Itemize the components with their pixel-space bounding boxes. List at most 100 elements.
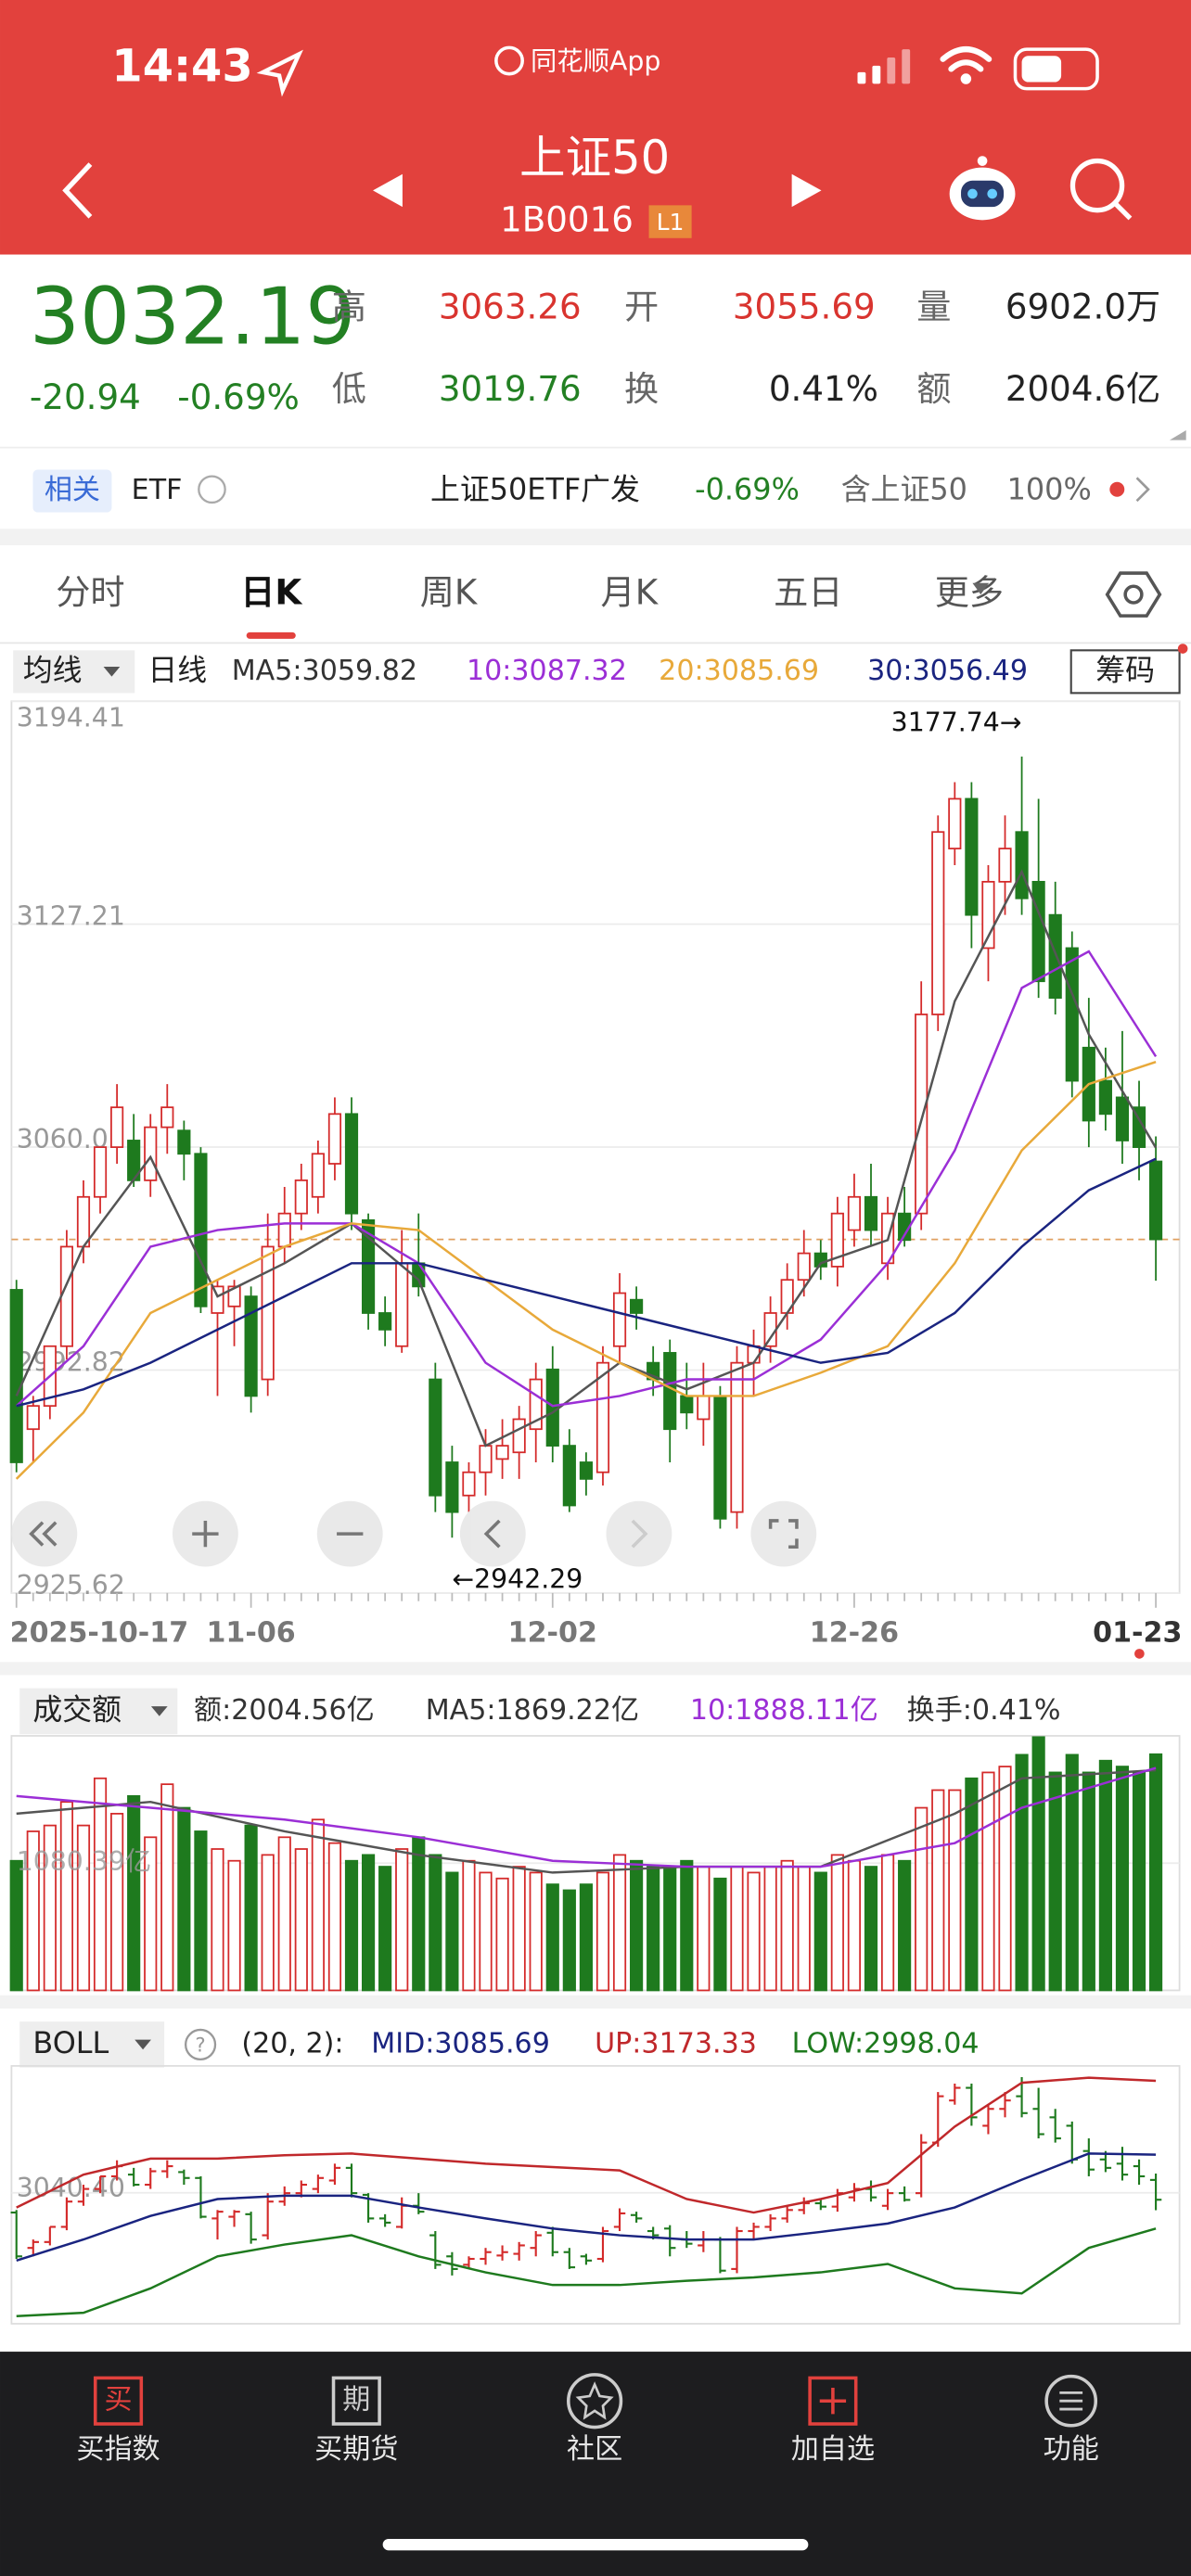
candle-body: [412, 1262, 426, 1288]
volume-bar: [612, 1854, 627, 1992]
line: [16, 2227, 1157, 2318]
volume-chart: 1080.39亿: [9, 1736, 1180, 1992]
home-indicator: [382, 2538, 809, 2551]
volume-bar: [915, 1806, 928, 1992]
tab[interactable]: 分时: [56, 572, 124, 613]
volume-bar: [512, 1866, 526, 1992]
candle-body: [663, 1352, 677, 1431]
volume-bar: [780, 1859, 794, 1992]
wifi-icon: [940, 46, 992, 84]
nav-label[interactable]: 社区: [567, 2433, 622, 2466]
volume-bar: [998, 1766, 1012, 1992]
price: 3032.19: [30, 272, 356, 363]
candle-body: [1098, 1079, 1112, 1116]
nav-label[interactable]: 功能: [1044, 2433, 1099, 2466]
step-forward[interactable]: [606, 1500, 672, 1567]
nav-icon: [93, 2376, 144, 2426]
volume-bar: [596, 1871, 610, 1992]
y-tick-label: 2925.62: [17, 1570, 125, 1600]
period: 日线: [147, 652, 207, 687]
settings-button[interactable]: [1105, 571, 1162, 618]
volume-bar: [227, 1859, 241, 1992]
volume-selector[interactable]: 成交额: [32, 1691, 122, 1727]
status-app: 同花顺App: [531, 45, 660, 76]
nav-label[interactable]: 买指数: [76, 2433, 160, 2466]
nav-icon-text: 期: [342, 2384, 370, 2417]
stat-label: 换: [624, 368, 659, 409]
chart-controls: [11, 1500, 817, 1567]
selector-bg[interactable]: [19, 1688, 178, 1735]
nav-label[interactable]: 加自选: [791, 2433, 875, 2466]
volume-bar: [1031, 1736, 1045, 1992]
y-tick-label: 2992.82: [17, 1346, 125, 1377]
candle-body: [429, 1378, 442, 1497]
candle-body: [797, 1252, 811, 1282]
candle-body: [1048, 913, 1062, 999]
volume-bar: [830, 1854, 844, 1992]
step-back[interactable]: [459, 1500, 526, 1567]
next-button[interactable]: [791, 173, 822, 208]
volume-bar: [194, 1830, 208, 1992]
status-time: 14:43: [111, 41, 252, 92]
volume-legend: 换手:0.41%: [907, 1694, 1061, 1727]
volume-bar: [545, 1883, 559, 1992]
nav-icon: [567, 2373, 623, 2429]
candle-body: [227, 1285, 241, 1307]
boll-selector[interactable]: BOLL: [32, 2025, 109, 2060]
candle-body: [763, 1312, 777, 1347]
prev-button[interactable]: [373, 173, 403, 208]
candle-body: [1015, 831, 1029, 899]
candle-body: [747, 1345, 761, 1364]
info-icon[interactable]: [198, 475, 226, 504]
line: [16, 2076, 1157, 2214]
robot-button[interactable]: [949, 156, 1016, 221]
volume-bar: [26, 1830, 40, 1992]
candle-body: [479, 1445, 493, 1473]
tab[interactable]: 五日: [774, 572, 842, 613]
etf-more[interactable]: [1135, 477, 1150, 503]
candle-body: [915, 1014, 928, 1215]
boll-chart: 3040.40: [10, 2076, 1180, 2318]
chips-button[interactable]: [1069, 649, 1181, 695]
candle-body: [1149, 1160, 1163, 1241]
tabs: 分时 日K 周K 月K 五日 更多: [56, 572, 1004, 639]
ma-legend: 10:3087.32: [467, 655, 627, 687]
volume-bar: [663, 1866, 677, 1992]
candle-body: [545, 1368, 559, 1447]
tab[interactable]: 月K: [601, 572, 660, 613]
caret: [134, 2039, 151, 2050]
volume-bar: [529, 1871, 543, 1992]
volume-bar: [344, 1859, 359, 1992]
volume-bar: [948, 1789, 962, 1992]
back-button[interactable]: [62, 162, 93, 219]
line: [15, 869, 1158, 1447]
y-tick-label: 3194.41: [17, 703, 125, 733]
candle-body: [680, 1395, 694, 1414]
help-icon[interactable]: [184, 2028, 217, 2060]
x-tick-label: 11-06: [206, 1617, 295, 1650]
header-badge: L1: [657, 209, 685, 236]
y-tick-label: 3127.21: [17, 901, 125, 932]
high-label: 3177.74→: [891, 707, 1022, 737]
tab[interactable]: 周K: [420, 572, 479, 613]
last-dot: [1134, 1649, 1145, 1659]
change-pct: -0.69%: [177, 376, 300, 417]
stat-value: 3019.76: [439, 368, 582, 409]
change: -20.94: [30, 376, 141, 417]
volume-bar: [244, 1824, 258, 1992]
nav-label[interactable]: 买期货: [314, 2433, 398, 2466]
nav-lines: [1059, 2391, 1083, 2411]
search-button[interactable]: [1069, 158, 1133, 221]
tab[interactable]: 更多: [935, 572, 1004, 613]
x-tick-label: 01-23: [1093, 1617, 1182, 1650]
volume-bar: [880, 1854, 895, 1992]
chips-label[interactable]: 筹码: [1095, 652, 1155, 687]
fullscreen[interactable]: [750, 1500, 817, 1567]
etf-name[interactable]: 上证50ETF广发: [430, 472, 640, 507]
tab[interactable]: 日K: [240, 572, 302, 613]
ma-selector[interactable]: 均线: [23, 652, 83, 687]
volume-bar: [59, 1801, 73, 1992]
volume-bar: [144, 1836, 158, 1992]
